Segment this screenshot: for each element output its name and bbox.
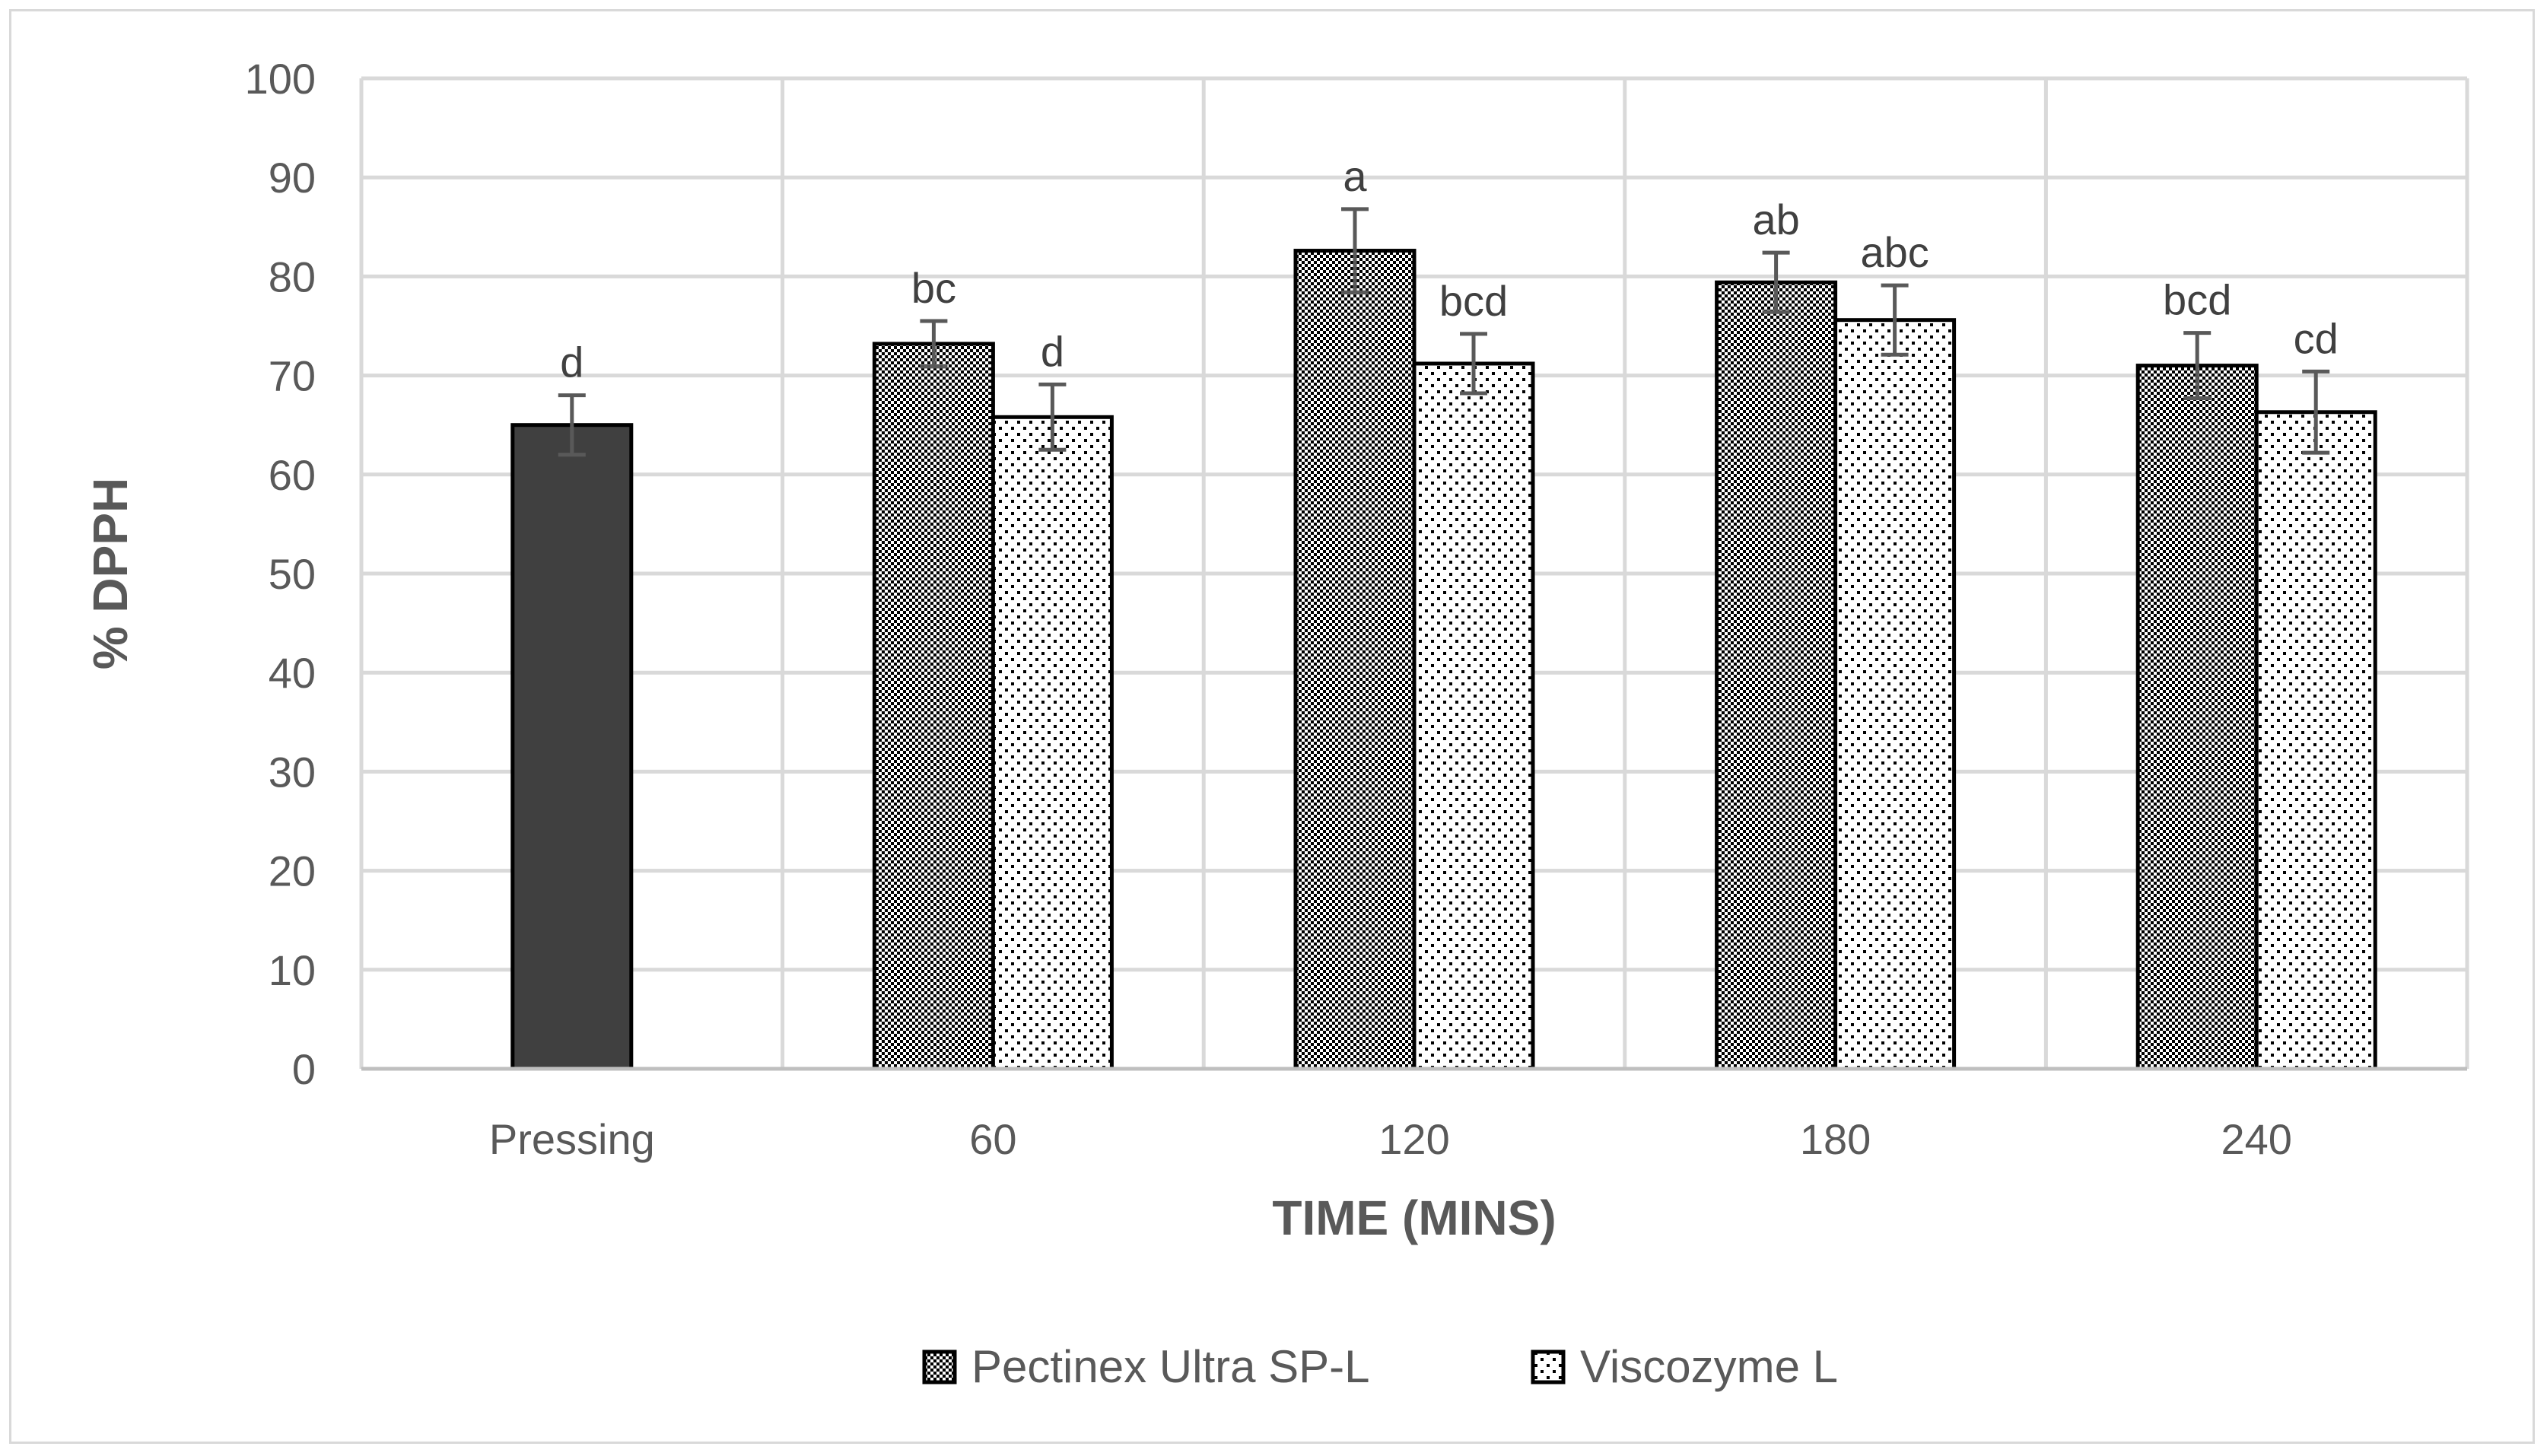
- axes: TIME (MINS) % DPPH 0 10 20 30 40 50 60 70 80 90 10…: [83, 55, 2467, 1245]
- data-label-viscozyme-60: d: [1041, 327, 1064, 375]
- x-tick-label: 120: [1378, 1115, 1449, 1163]
- data-label-pectinex-180: ab: [1752, 196, 1799, 243]
- y-tick-label: 60: [269, 451, 316, 499]
- legend-label-pectinex: Pectinex Ultra SP-L: [971, 1341, 1370, 1392]
- data-label-control-Pressing: d: [560, 339, 583, 386]
- bar-viscozyme-120: [1412, 361, 1535, 1071]
- y-tick-label: 80: [269, 253, 316, 300]
- bar-pectinex-180: [1715, 280, 1838, 1071]
- bar-pectinex-120: [1293, 249, 1417, 1071]
- legend-label-viscozyme: Viscozyme L: [1580, 1341, 1838, 1392]
- x-tick-label: 180: [1800, 1115, 1871, 1163]
- x-tick-label: 60: [969, 1115, 1016, 1163]
- data-label-viscozyme-120: bcd: [1439, 277, 1508, 325]
- y-tick-label: 90: [269, 154, 316, 202]
- y-axis-title: % DPPH: [83, 478, 138, 670]
- y-tick-label: 100: [245, 55, 316, 103]
- y-tick-label: 0: [292, 1045, 316, 1093]
- legend-swatch-pectinex: [922, 1350, 957, 1384]
- y-tick-label: 50: [269, 550, 316, 598]
- y-tick-label: 30: [269, 748, 316, 796]
- bar-control-Pressing: [510, 423, 634, 1071]
- data-label-pectinex-240: bcd: [2163, 276, 2231, 324]
- bar-pectinex-240: [2135, 364, 2259, 1071]
- data-label-pectinex-60: bc: [911, 264, 956, 312]
- data-label-viscozyme-180: abc: [1860, 228, 1929, 276]
- y-tick-label: 10: [269, 946, 316, 994]
- bars: [510, 249, 2377, 1071]
- error-bars: [558, 207, 2330, 457]
- x-axis-title: TIME (MINS): [1272, 1191, 1556, 1245]
- y-tick-label: 40: [269, 649, 316, 697]
- bar-viscozyme-240: [2254, 410, 2377, 1071]
- bar-viscozyme-180: [1833, 318, 1957, 1071]
- legend-swatch-viscozyme: [1531, 1350, 1566, 1384]
- bar-viscozyme-60: [990, 415, 1114, 1071]
- data-label-viscozyme-240: cd: [2294, 314, 2339, 362]
- x-tick-label: Pressing: [489, 1115, 655, 1163]
- bar-pectinex-60: [872, 342, 995, 1071]
- y-tick-label: 20: [269, 847, 316, 895]
- x-tick-label: 240: [2221, 1115, 2291, 1163]
- y-tick-label: 70: [269, 352, 316, 400]
- legend: Pectinex Ultra SP-L Viscozyme L: [922, 1341, 1838, 1392]
- data-label-pectinex-120: a: [1343, 152, 1367, 200]
